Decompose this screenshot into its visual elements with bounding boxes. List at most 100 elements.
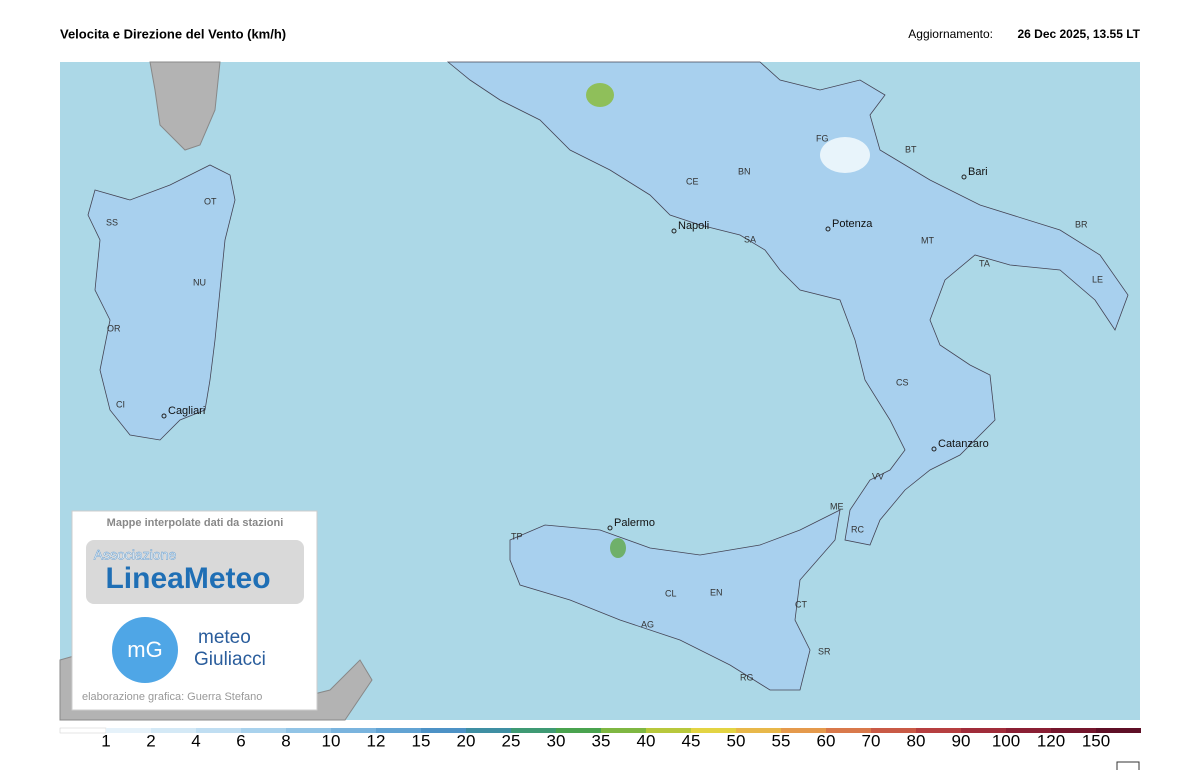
sardinia (87, 164, 236, 441)
province-code: BN (738, 166, 751, 176)
province-code: LE (1092, 274, 1103, 284)
city-label: Potenza (832, 218, 873, 230)
scale-label: 90 (952, 731, 971, 750)
province-code: OR (107, 323, 121, 333)
scale-swatch (691, 728, 736, 733)
updated-label: Aggiornamento: (908, 27, 993, 41)
scale-swatch (646, 728, 691, 733)
city-label: Catanzaro (938, 438, 989, 450)
scale-swatch (511, 728, 556, 733)
scale-label: 2 (146, 731, 155, 750)
province-code: EN (710, 587, 723, 597)
logo-bg (86, 540, 304, 604)
scale-label: 120 (1037, 731, 1065, 750)
logo-caption: Mappe interpolate dati da stazioni (107, 517, 284, 529)
scale-label: 70 (862, 731, 881, 750)
province-code: SS (106, 217, 118, 227)
province-code: AG (641, 619, 654, 629)
scale-swatch (781, 728, 826, 733)
city-dot (931, 446, 937, 452)
mg-text: mG (127, 637, 162, 662)
city-label: Bari (968, 166, 988, 178)
province-code: SR (818, 646, 831, 656)
scale-label: 25 (502, 731, 521, 750)
scale-swatch (961, 728, 1006, 733)
scale-label: 10 (322, 731, 341, 750)
updated-value: 26 Dec 2025, 13.55 LT (1017, 27, 1140, 41)
scale-swatch (421, 728, 466, 733)
scale-label: 35 (592, 731, 611, 750)
province-code: TA (979, 258, 990, 268)
province-code: SA (744, 234, 756, 244)
province-code: VV (872, 471, 884, 481)
province-code: MT (921, 235, 934, 245)
province-code: FG (816, 133, 829, 143)
scale-swatch (376, 728, 421, 733)
city-dot (961, 174, 967, 180)
scale-label: 55 (772, 731, 791, 750)
province-code: ME (830, 501, 844, 511)
logo-assoc: Associazione (94, 547, 177, 563)
scale-swatch (106, 728, 151, 733)
province-code: OT (204, 196, 217, 206)
logo-giuliacci: Giuliacci (194, 649, 266, 670)
corsica (149, 61, 221, 151)
scale-label: 4 (191, 731, 200, 750)
province-code: BT (905, 144, 917, 154)
province-code: CS (896, 377, 909, 387)
scale-label: 8 (281, 731, 290, 750)
scale-label: 80 (907, 731, 926, 750)
province-code: NU (193, 277, 206, 287)
scale-swatch (466, 728, 511, 733)
scale-swatch (1051, 728, 1096, 733)
scale-swatch (871, 728, 916, 733)
scale-start (59, 727, 107, 734)
city-dot (161, 413, 167, 419)
logo-brand: LineaMeteo (105, 562, 270, 595)
scale-label: 100 (992, 731, 1020, 750)
scale-swatch (331, 728, 376, 733)
province-code: TP (511, 531, 523, 541)
scale-swatch (826, 728, 871, 733)
city-dot (825, 226, 831, 232)
scale-label: 40 (637, 731, 656, 750)
logo-meteo: meteo (198, 627, 251, 648)
province-code: CT (795, 599, 807, 609)
mg-logo (112, 617, 178, 683)
logo-credit: elaborazione grafica: Guerra Stefano (82, 691, 262, 703)
scale-label: 30 (547, 731, 566, 750)
city-dot (671, 228, 677, 234)
sicily (509, 509, 841, 691)
logo-box: Mappe interpolate dati da stazioni Assoc… (71, 510, 318, 711)
province-code: RG (740, 672, 754, 682)
scale-swatch (241, 728, 286, 733)
title: Velocita e Direzione del Vento (km/h) (60, 26, 286, 41)
province-code: RC (851, 524, 864, 534)
scale-label: 6 (236, 731, 245, 750)
scale-swatch (556, 728, 601, 733)
city-label: Napoli (678, 220, 709, 232)
province-code: BR (1075, 219, 1088, 229)
scale-label: 50 (727, 731, 746, 750)
scale-label: 150 (1082, 731, 1110, 750)
scale-swatch (916, 728, 961, 733)
scale-label: 12 (367, 731, 386, 750)
scale-swatch (1096, 728, 1141, 733)
corner-box (1116, 761, 1140, 770)
scale-label: 60 (817, 731, 836, 750)
city-label: Cagliari (168, 405, 205, 417)
scale-label: 15 (412, 731, 431, 750)
wind-area (820, 137, 870, 173)
scale-label: 45 (682, 731, 701, 750)
scale-swatch (736, 728, 781, 733)
wind-area (586, 83, 614, 107)
scale-label: 20 (457, 731, 476, 750)
scale-swatch (286, 728, 331, 733)
wind-area (610, 538, 626, 558)
scale-swatch (601, 728, 646, 733)
province-code: CL (665, 588, 677, 598)
city-label: Palermo (614, 517, 655, 529)
city-dot (607, 525, 613, 531)
mainland (446, 61, 1129, 546)
